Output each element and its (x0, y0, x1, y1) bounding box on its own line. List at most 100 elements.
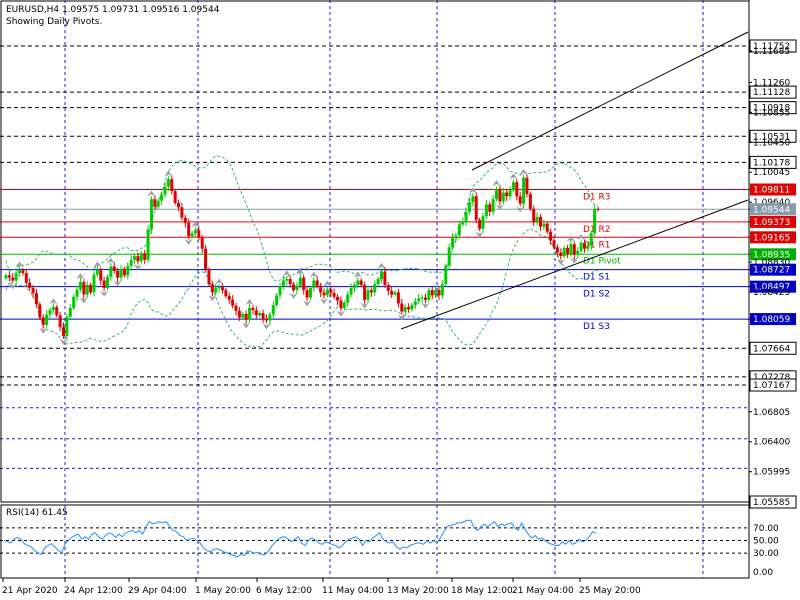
upper-trend-line (471, 31, 749, 171)
candle-body (410, 304, 414, 310)
candle-body (99, 270, 103, 281)
price-tag-box (750, 263, 796, 276)
candle-body (237, 310, 241, 318)
candle-body (407, 307, 411, 310)
fractal-down-marker (262, 323, 271, 330)
chart-subtitle: Showing Daily Pivots. (6, 17, 102, 27)
candle-body (133, 256, 137, 260)
candle-body (444, 265, 448, 285)
candle-body (329, 289, 333, 294)
candle-body (278, 286, 282, 296)
candle-body (495, 188, 499, 200)
candle-body (271, 304, 275, 315)
fractal-down-marker (360, 302, 369, 309)
candle-body (275, 295, 279, 305)
fractal-up-marker (323, 280, 332, 287)
candle-body (569, 244, 573, 254)
candle-body (396, 292, 400, 304)
candle-body (427, 290, 431, 300)
candle-body (92, 274, 96, 293)
pivot-level-label: D1 R2 (583, 225, 611, 235)
candle-body (508, 190, 512, 197)
price-tag-label: 1.09811 (753, 186, 790, 196)
price-tag-label: 1.09373 (753, 218, 790, 228)
price-tag-box (749, 341, 797, 355)
rsi-axis: 70.00 50.00 30.00 0.00 (753, 524, 779, 578)
fractal-markers (8, 168, 586, 345)
candle-body (393, 292, 397, 295)
candle-body (298, 277, 302, 286)
price-tag-box (749, 129, 797, 143)
fractal-down-marker (100, 290, 109, 297)
pivot-level-label: D1 S2 (583, 290, 610, 300)
candle-body (434, 290, 438, 296)
candle-body (281, 280, 285, 287)
price-tag-label: 1.11752 (753, 42, 790, 52)
price-grid (0, 0, 750, 503)
fractal-down-marker (242, 322, 251, 329)
candle-body (204, 248, 208, 270)
fractal-up-marker (468, 187, 477, 194)
candle-body (366, 290, 370, 300)
candle-body (457, 224, 461, 236)
candle-body (288, 279, 292, 285)
fractal-down-marker (289, 293, 298, 300)
price-tag-box (749, 495, 797, 509)
price-tag-box (749, 378, 797, 392)
pivot-levels: D1 R3 D1 R2 D1 R1 D1 Pivot D1 S1 D1 S2 D1 S3 (0, 189, 749, 332)
candle-body (24, 273, 28, 283)
candle-body (572, 244, 576, 255)
rsi-label: RSI(14) 61.45 (6, 508, 68, 518)
fractal-up-marker (296, 268, 305, 275)
price-tag-box (750, 313, 796, 326)
fractal-down-marker (303, 300, 312, 307)
price-tick-label: 1.06805 (753, 408, 790, 418)
candle-body (258, 313, 262, 316)
candle-body (55, 307, 59, 316)
candle-body (244, 313, 248, 320)
candle-body (177, 202, 181, 208)
candle-body (89, 284, 93, 293)
rsi-tick-label: 30.00 (753, 549, 779, 559)
candle-body (153, 199, 157, 207)
candle-body (518, 196, 522, 204)
fractal-up-marker (566, 235, 575, 242)
candle-body (129, 259, 133, 266)
candle-body (183, 217, 187, 223)
pivot-level-label: D1 Pivot (583, 256, 621, 266)
candle-body (62, 327, 66, 336)
time-tick-label: 18 May 12:00 (451, 586, 513, 596)
fractal-up-marker (509, 173, 518, 180)
candle-body (488, 204, 492, 212)
candle-body (376, 279, 380, 285)
candle-body (451, 237, 455, 248)
price-tag-label: 1.08497 (753, 283, 790, 293)
lower-trend-line (400, 199, 749, 330)
price-tag-label: 1.07278 (753, 373, 790, 383)
rsi-tick-label: 0.00 (753, 568, 773, 578)
candle-body (305, 290, 309, 298)
candle-body (4, 275, 8, 279)
candle-body (420, 297, 424, 299)
candle-body (579, 242, 583, 251)
candle-body (440, 284, 444, 296)
candle-body (386, 284, 390, 291)
candle-body (156, 200, 160, 207)
candle-body (359, 280, 363, 285)
candle-body (505, 192, 509, 197)
price-tag-label: 1.11128 (753, 88, 790, 98)
candle-body (423, 297, 427, 300)
candle-body (413, 301, 417, 305)
candle-body (109, 266, 113, 277)
candle-body (501, 192, 505, 202)
candle-body (484, 204, 488, 217)
candle-body (95, 270, 99, 275)
candle-body (285, 279, 289, 281)
candle-body (248, 307, 252, 320)
candle-body (48, 310, 52, 315)
candle-body (170, 179, 174, 192)
candle-body (200, 237, 204, 249)
candle-body (417, 298, 421, 302)
fractal-up-marker (492, 179, 501, 186)
